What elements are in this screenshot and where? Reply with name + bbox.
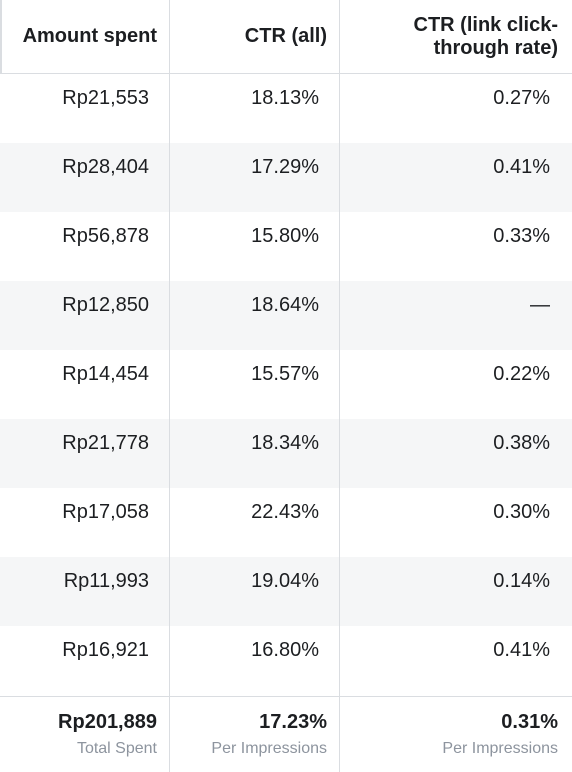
- ctr-link-cell: 0.27%: [493, 87, 550, 109]
- total-ctr-link-caption: Per Impressions: [442, 740, 558, 757]
- total-ctr-all-value: 17.23%: [259, 711, 327, 733]
- ctr-link-cell: 0.41%: [493, 639, 550, 661]
- total-ctr-all-cell: 17.23% Per Impressions: [170, 697, 340, 772]
- column-header-ctr-all[interactable]: CTR (all): [170, 0, 340, 73]
- table-row: Rp21,553 18.13% 0.27%: [0, 74, 572, 143]
- ctr-all-cell: 18.13%: [170, 74, 340, 143]
- ctr-all-cell: 15.57%: [170, 350, 340, 419]
- total-ctr-link-cell: 0.31% Per Impressions: [340, 697, 572, 772]
- ctr-all-cell: 17.29%: [170, 143, 340, 212]
- amount-spent-cell: Rp16,921: [0, 626, 170, 696]
- table-row: Rp28,404 17.29% 0.41%: [0, 143, 572, 212]
- amount-spent-cell: Rp21,553: [0, 74, 170, 143]
- totals-row: Rp201,889 Total Spent 17.23% Per Impress…: [0, 696, 572, 772]
- total-amount-spent-cell: Rp201,889 Total Spent: [0, 697, 170, 772]
- total-amount-spent-value: Rp201,889: [58, 711, 157, 733]
- total-amount-spent-caption: Total Spent: [76, 740, 157, 757]
- table-row: Rp11,993 19.04% 0.14%: [0, 557, 572, 626]
- table-row: Rp16,921 16.80% 0.41%: [0, 626, 572, 696]
- amount-spent-cell: Rp21,778: [0, 419, 170, 488]
- total-ctr-link-value: 0.31%: [501, 711, 558, 733]
- ctr-link-cell: 0.41%: [493, 156, 550, 178]
- ctr-link-cell: 0.38%: [493, 432, 550, 454]
- column-header-label: CTR (link click-through rate): [413, 13, 558, 59]
- amount-spent-cell: Rp56,878: [0, 212, 170, 281]
- ctr-all-cell: 16.80%: [170, 626, 340, 696]
- column-header-ctr-link[interactable]: CTR (link click-through rate): [340, 0, 572, 73]
- total-ctr-all-caption: Per Impressions: [211, 740, 327, 757]
- ctr-all-cell: 18.64%: [170, 281, 340, 350]
- ctr-link-cell: 0.30%: [493, 501, 550, 523]
- ctr-link-cell: 0.14%: [493, 570, 550, 592]
- ctr-all-cell: 18.34%: [170, 419, 340, 488]
- amount-spent-cell: Rp12,850: [0, 281, 170, 350]
- ctr-link-cell: 0.22%: [493, 363, 550, 385]
- column-header-amount-spent[interactable]: Amount spent: [0, 0, 170, 73]
- amount-spent-cell: Rp17,058: [0, 488, 170, 557]
- column-header-label: Amount spent: [22, 25, 157, 47]
- amount-spent-cell: Rp11,993: [0, 557, 170, 626]
- table-row: Rp56,878 15.80% 0.33%: [0, 212, 572, 281]
- amount-spent-cell: Rp14,454: [0, 350, 170, 419]
- table-header-row: Amount spent CTR (all) CTR (link click-t…: [0, 0, 572, 74]
- table-row: Rp17,058 22.43% 0.30%: [0, 488, 572, 557]
- ctr-all-cell: 19.04%: [170, 557, 340, 626]
- ctr-link-cell: 0.33%: [493, 225, 550, 247]
- amount-spent-cell: Rp28,404: [0, 143, 170, 212]
- ctr-link-cell: —: [530, 294, 550, 316]
- table-row: Rp14,454 15.57% 0.22%: [0, 350, 572, 419]
- table-row: Rp12,850 18.64% —: [0, 281, 572, 350]
- ctr-all-cell: 15.80%: [170, 212, 340, 281]
- column-header-label: CTR (all): [244, 25, 327, 47]
- table-row: Rp21,778 18.34% 0.38%: [0, 419, 572, 488]
- ctr-all-cell: 22.43%: [170, 488, 340, 557]
